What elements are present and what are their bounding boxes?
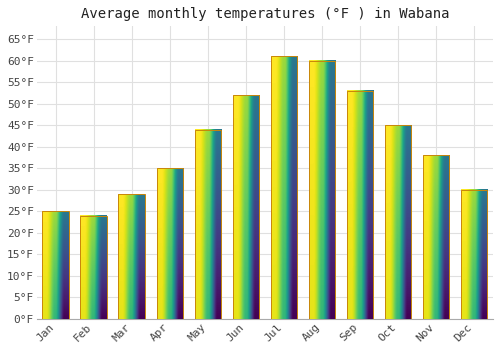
- Bar: [346, 91, 374, 319]
- Bar: [42, 211, 69, 319]
- Bar: [118, 194, 145, 319]
- Bar: [156, 168, 183, 319]
- Bar: [422, 155, 450, 319]
- Bar: [308, 61, 335, 319]
- Bar: [232, 95, 259, 319]
- Bar: [384, 125, 411, 319]
- Bar: [270, 56, 297, 319]
- Title: Average monthly temperatures (°F ) in Wabana: Average monthly temperatures (°F ) in Wa…: [80, 7, 449, 21]
- Bar: [460, 190, 487, 319]
- Bar: [80, 216, 107, 319]
- Bar: [194, 130, 221, 319]
